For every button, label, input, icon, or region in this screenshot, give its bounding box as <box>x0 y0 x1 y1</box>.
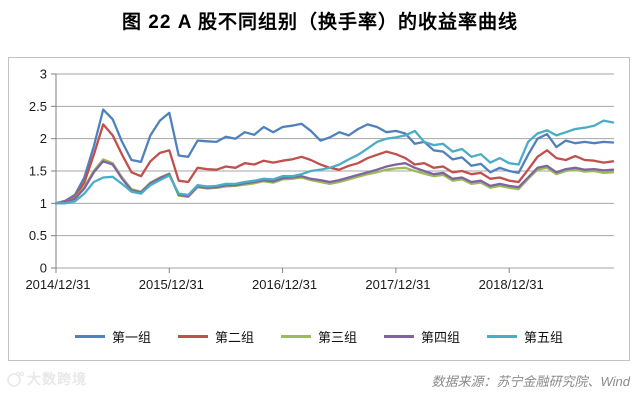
y-axis-label: 2.5 <box>29 99 47 114</box>
series-line-group1 <box>54 108 615 205</box>
x-axis-label: 2017/12/31 <box>365 277 430 292</box>
chart-legend: 第一组 第二组 第三组 第四组 第五组 <box>9 322 629 350</box>
legend-swatch-group1 <box>74 334 105 338</box>
y-axis-label: 0.5 <box>29 228 47 243</box>
x-axis-label: 2016/12/31 <box>252 277 317 292</box>
chart-frame: 0 0.5 1 1.5 2 2.5 3 2014/12/31 2015/12/31 2016/12… <box>8 57 630 361</box>
legend-swatch-group3 <box>280 334 311 338</box>
legend-label-group1: 第一组 <box>111 329 151 345</box>
legend-label-group4: 第四组 <box>421 329 461 345</box>
legend-label-group2: 第二组 <box>214 329 254 345</box>
legend-item-group2: 第二组 <box>177 327 254 346</box>
chart-svg: 0 0.5 1 1.5 2 2.5 3 2014/12/31 2015/12/31 2016/12… <box>25 67 615 292</box>
y-axis-label: 1.5 <box>29 164 47 179</box>
series-line-group2 <box>54 123 615 205</box>
legend-swatch-group4 <box>384 334 414 338</box>
data-source-note: 数据来源：苏宁金融研究院、Wind <box>431 374 630 389</box>
watermark-label: 大数跨境 <box>27 371 87 387</box>
legend-item-group4: 第四组 <box>384 327 460 346</box>
x-axis-label: 2014/12/31 <box>25 277 90 292</box>
watermark-icon <box>7 371 24 387</box>
legend-swatch-group2 <box>177 334 208 338</box>
chart-title: 图 22 A 股不同组别（换手率）的收益率曲线 <box>122 12 518 33</box>
x-axis-label: 2015/12/31 <box>139 277 204 292</box>
watermark-logo: 大数跨境 <box>6 369 87 389</box>
legend-item-group1: 第一组 <box>74 327 151 346</box>
y-axis-label: 0 <box>40 261 47 276</box>
legend-label-group3: 第三组 <box>317 329 357 345</box>
y-axis-label: 2 <box>40 131 47 146</box>
legend-item-group5: 第五组 <box>487 327 563 346</box>
legend-swatch-group5 <box>487 334 518 338</box>
legend-item-group3: 第三组 <box>280 327 357 346</box>
y-axis-label: 1 <box>40 196 47 211</box>
legend-label-group5: 第五组 <box>524 329 564 345</box>
series-line-group4 <box>54 160 615 205</box>
y-axis-label: 3 <box>40 67 47 82</box>
series-line-group5 <box>54 119 615 205</box>
x-axis-label: 2018/12/31 <box>479 277 544 292</box>
